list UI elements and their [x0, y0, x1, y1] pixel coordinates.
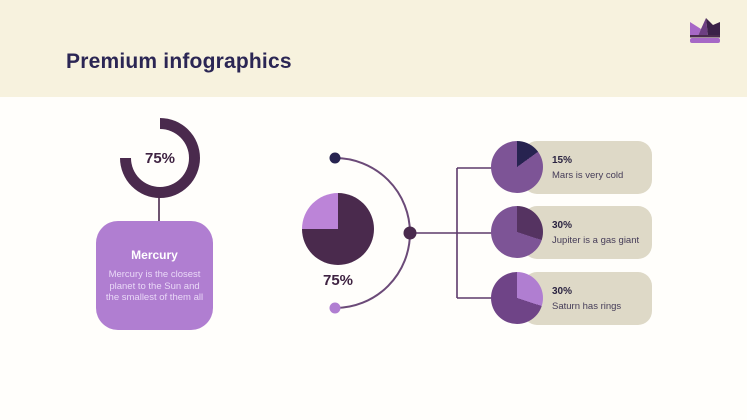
mars-pie-chart [491, 141, 543, 193]
donut-chart: 75% [120, 118, 200, 198]
main-pie-chart [302, 193, 374, 265]
saturn-percent-label: 30% [552, 285, 573, 297]
mercury-title: Mercury [131, 248, 178, 262]
donut-value-label: 75% [144, 149, 176, 167]
mars-description: Mars is very cold [552, 169, 624, 181]
middle-dot [403, 226, 417, 240]
bottom-dot [329, 302, 341, 314]
crown-icon [690, 18, 720, 43]
top-dot [329, 152, 341, 164]
mercury-description: Mercury is the closest planet to the Sun… [105, 269, 204, 304]
jupiter-description: Jupiter is a gas giant [552, 234, 640, 246]
info-card-jupiter: 30% Jupiter is a gas giant [523, 206, 652, 259]
header-band [0, 0, 747, 97]
saturn-description: Saturn has rings [552, 300, 622, 312]
info-card-saturn: 30% Saturn has rings [523, 272, 652, 325]
page-title: Premium infographics [66, 50, 292, 73]
jupiter-percent-label: 30% [552, 219, 573, 231]
jupiter-pie-chart [491, 206, 543, 258]
mars-percent-label: 15% [552, 154, 573, 166]
saturn-pie-chart [491, 272, 543, 324]
info-card-mars: 15% Mars is very cold [523, 141, 652, 194]
main-pie-value-label: 75% [322, 272, 354, 289]
donut-hole: 75% [131, 129, 189, 187]
mercury-card: Mercury Mercury is the closest planet to… [96, 221, 213, 330]
